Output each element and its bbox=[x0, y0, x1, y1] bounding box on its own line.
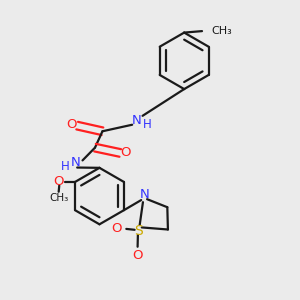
Text: O: O bbox=[67, 118, 77, 131]
Text: N: N bbox=[71, 156, 81, 169]
Text: O: O bbox=[53, 175, 64, 188]
Text: H: H bbox=[61, 160, 70, 173]
Text: CH₃: CH₃ bbox=[49, 193, 68, 203]
Text: H: H bbox=[143, 118, 152, 131]
Text: O: O bbox=[120, 146, 131, 160]
Text: O: O bbox=[111, 222, 122, 235]
Text: N: N bbox=[132, 114, 142, 127]
Text: S: S bbox=[134, 224, 142, 238]
Text: O: O bbox=[132, 250, 143, 262]
Text: CH₃: CH₃ bbox=[211, 26, 232, 35]
Text: N: N bbox=[139, 188, 149, 201]
